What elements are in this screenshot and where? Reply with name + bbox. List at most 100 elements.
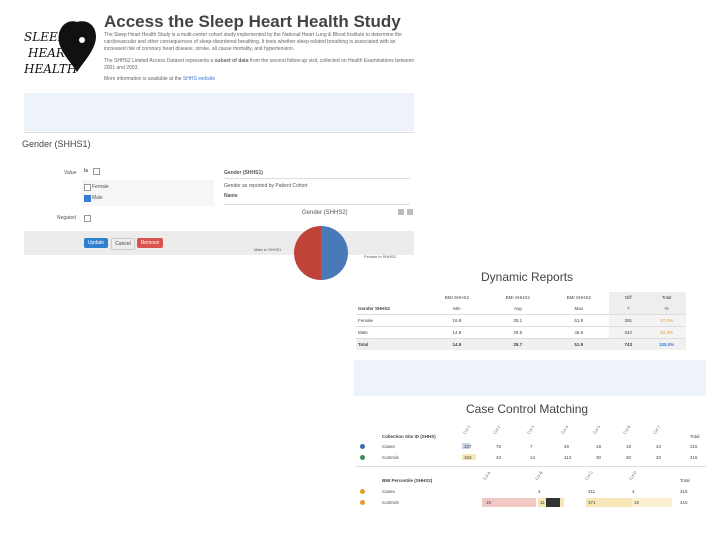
dr-h0 [356,292,426,303]
cc-g1-col-2: Col 2 [491,424,502,435]
pie-label-female: Female in SHHS1 [364,254,397,259]
cc-g2-cases-2[interactable]: 4 [538,489,541,494]
dr-r0c4[interactable]: 391 [609,314,648,327]
dr-s0: Gender SHHS2 [358,306,391,311]
cc-g1-controls-total: 415 [690,455,698,460]
dr-h4: Diff [609,292,648,303]
cc-g1-col-4: Col 4 [559,424,570,435]
cc-g1-controls-7[interactable]: 20 [656,455,662,460]
cc-g1-controls-1[interactable]: 163 [464,455,472,460]
cases-dot-2 [360,489,365,494]
pie-slice-female [321,226,348,280]
cc-g1-cases-6[interactable]: 18 [626,444,632,449]
cc-g1-col-6: Col 6 [621,424,632,435]
dr-r0c5[interactable]: 47.2% [647,314,686,327]
dr-h2: BMI SHHS2 [505,295,530,300]
cc-g2-controls-bar-1 [482,498,536,507]
cc-g1-controls-4[interactable]: 113 [564,455,572,460]
cc-g1-cases-total: 315 [690,444,698,449]
cc-g2-controls-1[interactable]: 15 [486,500,492,505]
is-label: Is [84,168,89,174]
cc-divider [356,466,706,467]
dr-h5: Total [647,292,686,303]
cc-g2-controls-marker [546,498,560,507]
cc-g1-cases-7[interactable]: 34 [656,444,662,449]
value-label: Value [64,170,77,176]
cc-g2-controls-label: Controls [382,500,399,505]
cc-g1-col-5: Col 5 [591,424,602,435]
update-button[interactable]: Update [84,238,108,248]
is-checkbox[interactable] [93,168,100,175]
dr-r2c2: 28.7 [513,342,523,347]
cc-g1-cases-label: Cases [382,444,395,449]
cc-g1-cases-2[interactable]: 75 [496,444,502,449]
cc-g2-total-header: Total [680,478,690,483]
dr-r1c3: 46.8 [574,330,584,335]
value-options-box [82,180,214,206]
male-checkbox[interactable] [84,195,91,202]
table-row: Female 16.8 28.1 51.9 391 47.2% [356,314,686,327]
info-divider-2 [224,204,410,205]
dr-h3: BMI SHHS2 [566,295,591,300]
cc-g2-cases-4[interactable]: 4 [632,489,635,494]
cc-g1-controls-6[interactable]: 30 [626,455,632,460]
cc-g2-cases-total: 315 [680,489,688,494]
cc-g1-cases-4[interactable]: 49 [564,444,570,449]
case-control-title: Case Control Matching [466,402,589,416]
cc-g1-controls-5[interactable]: 30 [596,455,602,460]
cc-g1-cases-5[interactable]: 18 [596,444,602,449]
dr-r0c0: Female [358,318,374,323]
shhs-website-link[interactable]: SHHS website [182,76,216,82]
cc-g1-controls-2[interactable]: 43 [496,455,502,460]
dr-header-row: BMI SHHS2 BMI SHHS2 BMI SHHS2 Diff Total [356,292,686,303]
cancel-button[interactable]: Cancel [111,238,135,250]
dynamic-reports-table-wrap: BMI SHHS2 BMI SHHS2 BMI SHHS2 Diff Total… [356,292,686,350]
male-option-label: Male [92,195,103,201]
negated-checkbox[interactable] [84,215,91,222]
female-option-label: Female [92,184,109,190]
cc-g1-col-7: Col 7 [651,424,662,435]
dr-r0c2: 28.1 [513,318,523,323]
cc-g2-col-b: Col B [533,470,544,481]
cc-g2-controls-2[interactable]: 11 [540,500,545,505]
dr-r2c4[interactable]: 743 [624,342,633,347]
cc-g1-controls-label: Controls [382,455,399,460]
cc-g2-controls-4[interactable]: 18 [634,500,640,505]
dr-r2c0: Total [358,342,369,347]
remove-button[interactable]: Remove [137,238,163,248]
dr-r1c4[interactable]: 342 [609,326,648,339]
intro-paragraph: The Sleep Heart Health Study is a multi-… [104,32,402,52]
cc-g1-col-1: Col 1 [461,424,472,435]
cc-g1-cases-3[interactable]: 7 [530,444,533,449]
cc-g2-controls-3[interactable]: 371 [588,500,596,505]
cc-group2-label: BMI Percentile (SHHS2) [382,478,433,483]
cc-g1-cases-1[interactable]: 107 [464,444,472,449]
download-icon[interactable] [407,209,413,215]
cc-g2-col-a: Col A [481,470,492,481]
logo-line-2: HEART [28,46,73,60]
cc-g2-controls-total: 415 [680,500,688,505]
dr-r2c3: 51.9 [574,342,584,347]
dr-r0c3: 51.9 [574,318,584,323]
cc-g2-cases-3[interactable]: 311 [588,489,596,494]
print-icon[interactable] [398,209,404,215]
dynamic-reports-title: Dynamic Reports [481,270,574,284]
dr-r1c1: 14.9 [452,330,462,335]
info-title: Gender (SHHS1) [224,170,263,176]
logo-heart-icon [58,21,97,72]
cc-g1-controls-3[interactable]: 14 [530,455,536,460]
page-title: Access the Sleep Heart Health Study [104,12,401,31]
dr-r2c5[interactable]: 100.0% [659,342,675,347]
reports-band [354,360,706,396]
dr-r1c5[interactable]: 52.2% [647,326,686,339]
cc-g1-col-3: Col 3 [525,424,536,435]
dataset-text-pre: The SHHS2 Limited Access Dataset represe… [104,58,214,64]
table-row: Male 14.9 29.5 46.8 342 52.2% [356,326,686,339]
more-info-text: More information is available at the [104,76,182,82]
info-type: Name [224,193,238,199]
dr-s5: % [647,303,686,315]
logo-line-1: SLEEP [24,30,66,44]
dr-s2: Avg [513,306,522,311]
female-checkbox[interactable] [84,184,91,191]
gender-pie-chart [294,226,348,280]
